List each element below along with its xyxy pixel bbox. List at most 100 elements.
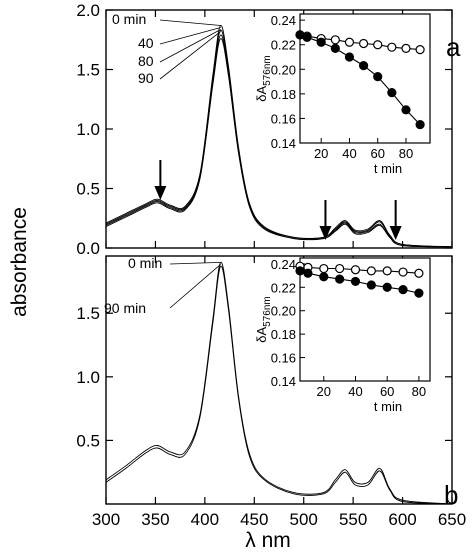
inset-point-a-open-7 — [387, 42, 397, 52]
inset-b: 0.14 0.16 0.18 0.20 0.22 0.24 20 40 60 80 t min δA5… — [254, 257, 431, 414]
x-tick-label-6: 600 — [388, 510, 416, 529]
inset-point-b-filled-8 — [414, 288, 424, 298]
inset-y-tick-label-b-5: 0.24 — [271, 257, 296, 272]
x-tick-label-7: 650 — [438, 510, 466, 529]
inset-y-tick-label-a-0: 0.14 — [271, 136, 296, 151]
x-tick-label-5: 550 — [339, 510, 367, 529]
inset-y-tick-label-a-1: 0.16 — [271, 111, 296, 126]
time-label-a-3: 90 — [138, 70, 154, 86]
inset-point-a-filled-1 — [302, 32, 312, 42]
inset-y-axis-title-a: δA576nm — [254, 55, 273, 102]
inset-point-a-open-6 — [373, 40, 383, 50]
inset-point-b-filled-1 — [303, 268, 313, 278]
inset-point-a-filled-3 — [330, 43, 340, 54]
x-tick-label-2: 400 — [191, 510, 219, 529]
time-label-a-1: 40 — [138, 35, 154, 51]
y-tick-label-a-1: 0.5 — [76, 180, 100, 199]
inset-x-tick-label-a-3: 80 — [399, 146, 413, 161]
inset-y-tick-label-a-4: 0.22 — [271, 38, 296, 53]
inset-point-b-open-6 — [382, 266, 392, 276]
inset-x-tick-label-b-3: 80 — [412, 384, 426, 399]
inset-point-b-open-5 — [366, 266, 376, 276]
x-tick-label-0: 300 — [92, 510, 120, 529]
panel-a: 0.0 0.5 1.0 1.5 2.0 0.14 0.16 0.18 0.20 0.22 0.24 2… — [76, 1, 453, 258]
leader-line-b-0 — [169, 261, 221, 265]
y-tick-label-a-4: 2.0 — [76, 1, 100, 20]
y-tick-label-b-0: 0.5 — [76, 431, 100, 450]
plot-frame-b — [105, 255, 453, 505]
inset-y-tick-label-b-1: 0.16 — [271, 351, 296, 366]
inset-a: 0.14 0.16 0.18 0.20 0.22 0.24 20 40 60 80t min δA5… — [254, 13, 431, 176]
spectrum-b-1 — [105, 265, 453, 505]
inset-point-a-open-3 — [330, 35, 340, 45]
inset-x-tick-label-b-0: 20 — [317, 384, 331, 399]
inset-point-b-filled-3 — [335, 274, 345, 284]
inset-y-axis-title-main-a: δA — [254, 86, 269, 102]
inset-y-tick-label-a-2: 0.18 — [271, 87, 296, 102]
inset-y-axis-title-main-b: δA — [254, 327, 269, 343]
leader-line-a-1 — [159, 27, 221, 45]
inset-y-axis-title-sub-b: 576nm — [262, 296, 273, 327]
panel-label-b: b — [444, 480, 458, 510]
inset-y-tick-label-b-2: 0.18 — [271, 327, 296, 342]
time-label-b-0: 0 min — [128, 255, 162, 271]
inset-point-b-filled-5 — [366, 280, 376, 290]
inset-x-axis-title-a: t min — [374, 161, 402, 176]
inset-y-tick-label-b-4: 0.22 — [271, 280, 296, 295]
x-tick-label-4: 500 — [290, 510, 318, 529]
panels: 0.0 0.5 1.0 1.5 2.0 0.14 0.16 0.18 0.20 0.22 0.24 2… — [76, 1, 466, 529]
x-axis-title-text: λ nm — [245, 529, 291, 552]
x-tick-label-1: 350 — [141, 510, 169, 529]
spectrum-b-0 — [105, 261, 453, 505]
panel-label-a: a — [446, 32, 461, 62]
arrow-head-0 — [154, 186, 167, 200]
y-axis-title: absorbance — [8, 207, 31, 317]
inset-point-a-open-8 — [401, 43, 411, 54]
inset-x-tick-label-a-0: 20 — [314, 146, 328, 161]
time-label-a-2: 80 — [138, 53, 154, 69]
arrow-head-1 — [319, 226, 332, 240]
inset-point-a-filled-9 — [415, 119, 425, 130]
inset-point-a-filled-6 — [373, 72, 383, 82]
inset-point-a-open-4 — [344, 37, 355, 47]
y-tick-label-a-0: 0.0 — [76, 239, 100, 258]
inset-y-tick-label-a-5: 0.24 — [271, 13, 296, 28]
inset-x-tick-label-b-1: 40 — [348, 384, 362, 399]
inset-x-tick-label-a-1: 40 — [342, 146, 356, 161]
inset-point-b-filled-7 — [398, 285, 408, 295]
inset-y-tick-label-a-3: 0.20 — [271, 62, 296, 77]
inset-point-a-filled-2 — [316, 37, 326, 47]
inset-point-a-filled-7 — [387, 88, 397, 98]
inset-fit-line-a-1 — [299, 34, 421, 125]
leader-line-a-0 — [159, 19, 221, 26]
inset-point-b-filled-4 — [350, 276, 361, 287]
inset-point-b-open-3 — [335, 263, 345, 274]
leader-line-a-2 — [159, 29, 221, 63]
inset-fit-line-a-0 — [299, 34, 421, 51]
inset-point-b-open-2 — [319, 263, 329, 274]
leader-line-b-1 — [169, 264, 221, 309]
inset-y-tick-label-b-0: 0.14 — [271, 374, 296, 389]
inset-point-b-open-7 — [398, 267, 408, 277]
x-axis-title: λ nm — [245, 529, 291, 552]
inset-point-a-filled-4 — [344, 52, 355, 62]
inset-x-tick-label-b-2: 60 — [380, 384, 394, 399]
inset-point-a-open-5 — [358, 38, 369, 49]
y-tick-label-b-1: 1.0 — [76, 368, 100, 387]
y-tick-label-a-2: 1.0 — [76, 120, 100, 139]
inset-x-tick-label-a-2: 60 — [370, 146, 384, 161]
inset-x-axis-title-b: t min — [374, 399, 402, 414]
inset-point-a-filled-8 — [401, 105, 411, 115]
inset-point-b-filled-2 — [319, 272, 329, 282]
inset-y-tick-label-b-3: 0.20 — [271, 304, 296, 319]
inset-point-b-open-8 — [414, 268, 424, 278]
inset-point-b-filled-6 — [382, 282, 392, 292]
spectrum-a-3 — [105, 38, 453, 248]
inset-frame-a — [299, 13, 431, 144]
arrow-head-2 — [389, 226, 402, 240]
y-tick-label-b-2: 1.5 — [76, 304, 100, 323]
inset-y-axis-title-b: δA576nm — [254, 296, 273, 343]
y-tick-label-a-3: 1.5 — [76, 61, 100, 80]
inset-point-a-open-9 — [415, 45, 425, 55]
